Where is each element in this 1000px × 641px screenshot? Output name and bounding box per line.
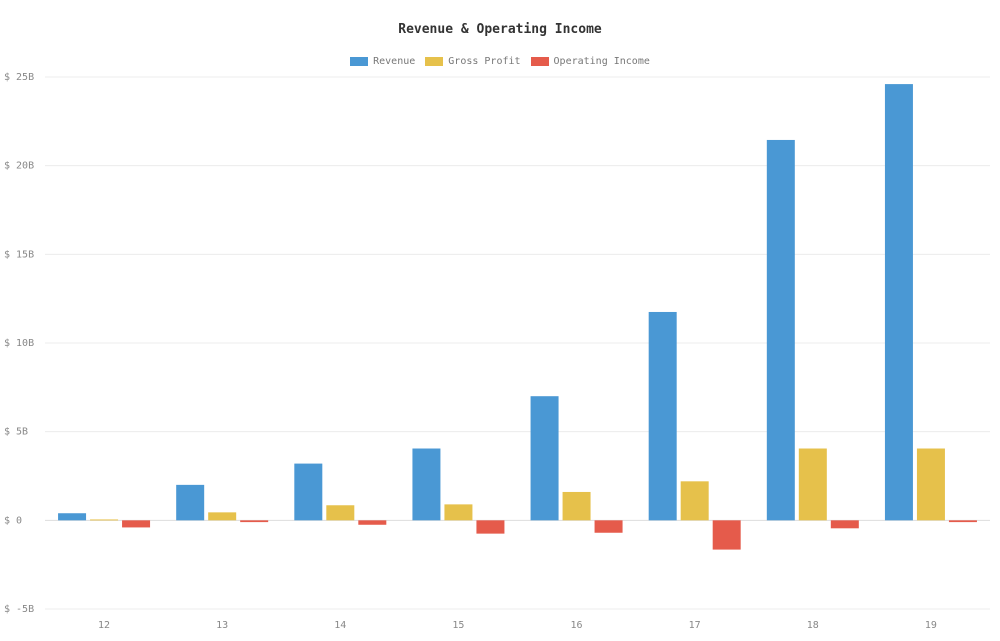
y-tick-label: $ 5B [4,427,28,438]
y-tick-label: $ 10B [4,338,34,349]
bar-gross-profit[interactable] [562,491,591,521]
chart-title: Revenue & Operating Income [398,22,602,37]
bar-operating-income[interactable] [712,520,741,550]
y-tick-label: $ 20B [4,161,34,172]
legend-label-revenue: Revenue [373,56,416,67]
legend-item-revenue[interactable]: Revenue [350,56,415,67]
x-tick-label: 18 [807,620,819,631]
legend-swatch-gross-profit [425,57,444,66]
chart-legend: Revenue Gross Profit Operating Income [0,56,1000,67]
bar-gross-profit[interactable] [916,448,945,521]
bar-revenue[interactable] [884,84,913,521]
y-tick-label: $ 15B [4,249,34,260]
legend-label-gross-profit: Gross Profit [448,56,521,67]
bar-gross-profit[interactable] [680,481,709,521]
legend-item-gross-profit[interactable]: Gross Profit [425,56,521,67]
x-tick-label: 15 [452,620,464,631]
bar-gross-profit[interactable] [208,512,237,521]
bar-gross-profit[interactable] [90,519,119,521]
x-tick-label: 14 [334,620,346,631]
bar-revenue[interactable] [530,396,559,521]
bar-operating-income[interactable] [358,520,387,525]
bar-operating-income[interactable] [122,520,151,528]
bar-operating-income[interactable] [594,520,623,533]
x-tick-label: 16 [571,620,583,631]
bar-gross-profit[interactable] [798,448,827,521]
bar-operating-income[interactable] [830,520,859,529]
legend-swatch-revenue [350,57,369,66]
bar-revenue[interactable] [766,139,795,521]
bar-gross-profit[interactable] [444,504,473,521]
x-tick-label: 19 [925,620,937,631]
bar-revenue[interactable] [294,463,323,521]
bar-gross-profit[interactable] [326,505,355,521]
y-tick-label: $ 25B [4,72,34,83]
x-tick-label: 12 [98,620,110,631]
bar-revenue[interactable] [58,513,87,521]
legend-item-operating-income[interactable]: Operating Income [530,56,650,67]
bar-revenue[interactable] [176,484,205,521]
bar-operating-income[interactable] [240,520,269,523]
bar-operating-income[interactable] [948,520,977,523]
legend-swatch-operating-income [530,57,549,66]
bar-operating-income[interactable] [476,520,505,534]
bar-revenue[interactable] [412,448,441,521]
x-tick-label: 17 [689,620,701,631]
y-tick-label: $ 0 [4,515,22,526]
bar-revenue[interactable] [648,311,677,521]
y-tick-label: $ -5B [4,604,34,615]
x-tick-label: 13 [216,620,228,631]
legend-label-operating-income: Operating Income [553,56,650,67]
